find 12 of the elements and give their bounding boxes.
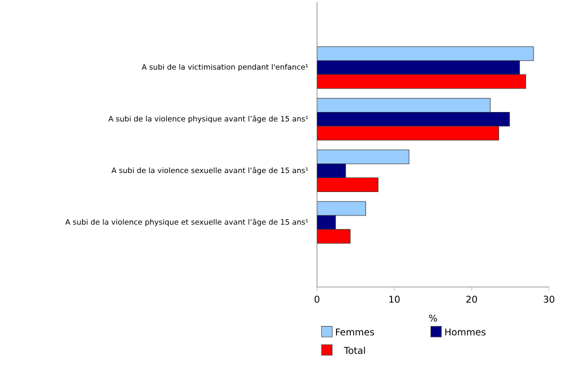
bar (317, 126, 499, 140)
bar (317, 74, 526, 89)
legend-label: Hommes (445, 328, 486, 336)
legend-label: Femmes (336, 328, 374, 336)
x-tick-label: 10 (389, 296, 400, 303)
legend-label: Total (344, 346, 365, 354)
bar (317, 178, 378, 192)
bar (317, 229, 351, 244)
x-axis-title: % (429, 314, 437, 322)
x-tick-label: 30 (544, 296, 554, 303)
x-tick-label: 0 (314, 296, 320, 303)
x-tick-label: 20 (466, 296, 477, 303)
